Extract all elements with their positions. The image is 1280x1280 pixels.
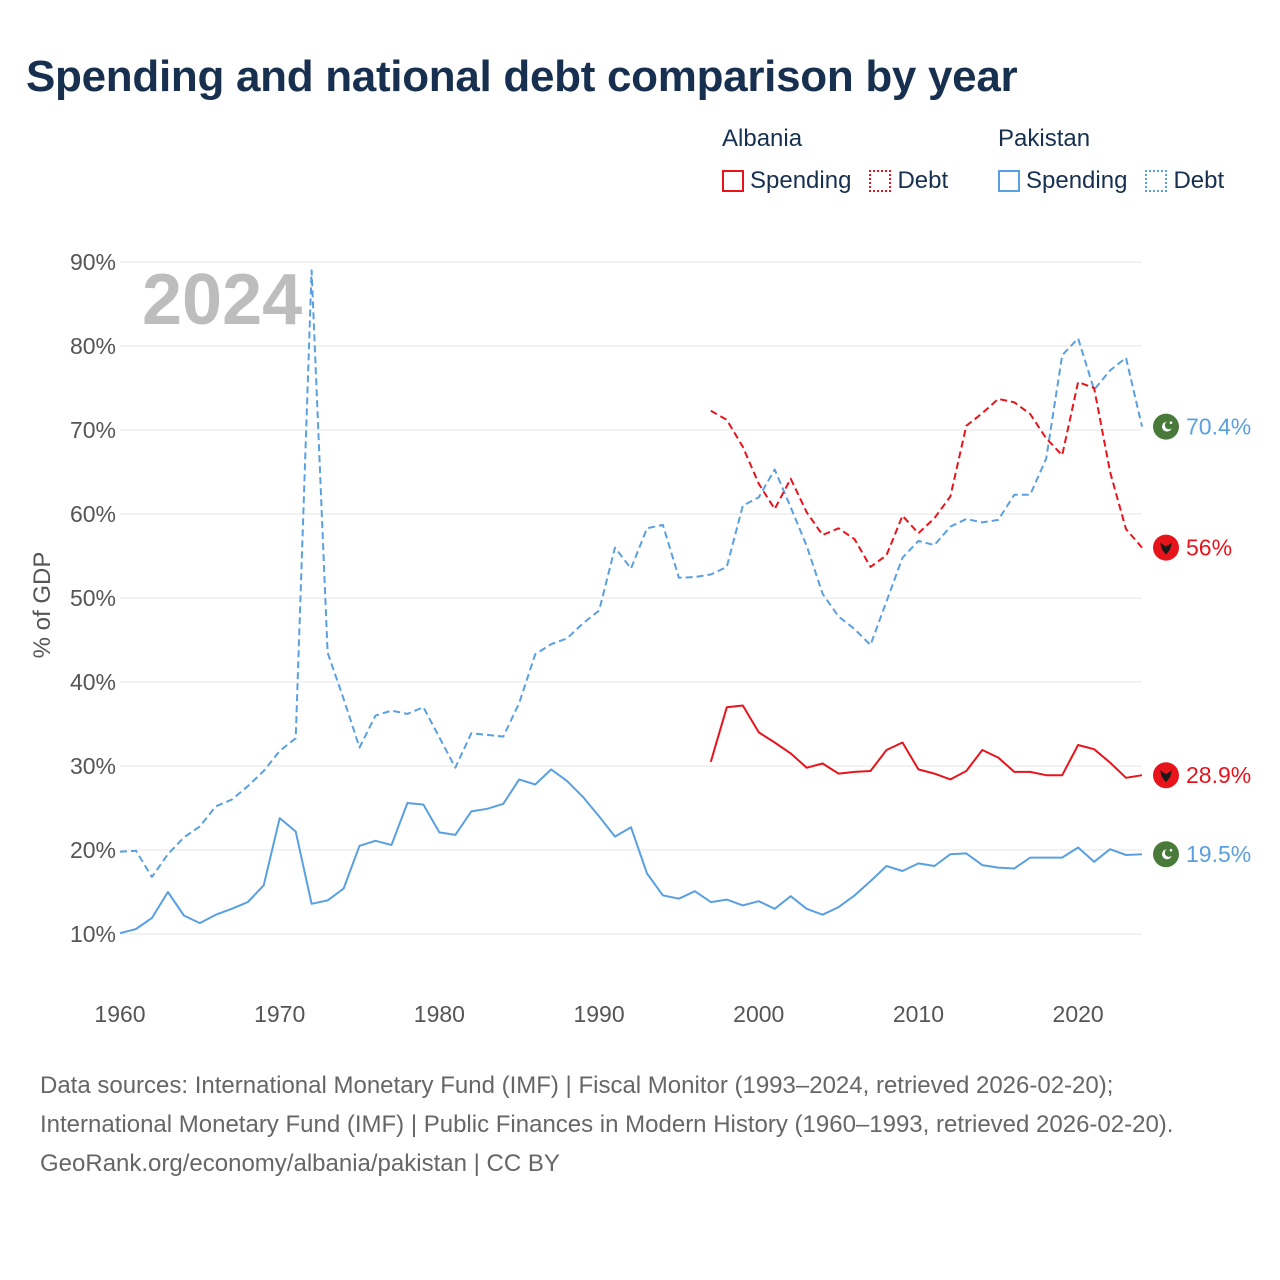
x-axis-ticks: 1960 1970 1980 1990 2000 2010 2020 (94, 1001, 1103, 1027)
dotted-line-swatch (869, 170, 892, 192)
y-axis-label: % of GDP (29, 552, 56, 659)
x-tick-label: 1970 (254, 1001, 305, 1027)
y-tick-label: 80% (70, 333, 116, 359)
x-tick-label: 2010 (893, 1001, 944, 1027)
y-tick-label: 60% (70, 501, 116, 527)
legend-group-albania: Albania Spending Debt (722, 124, 966, 197)
year-label: 2024 (142, 260, 302, 340)
flag-star (1169, 421, 1173, 424)
albania-flag-icon (1153, 762, 1179, 789)
legend-item-label: Spending (750, 167, 852, 194)
albania-flag-icon (1153, 534, 1179, 561)
series-lines (119, 269, 1143, 935)
x-tick-label: 1960 (94, 1001, 145, 1027)
footer: Data sources: International Monetary Fun… (40, 1066, 1240, 1183)
end-markers: 70.4% 19.5% 56% 28.9% (1153, 413, 1251, 868)
credit-link[interactable]: GeoRank.org/economy/albania/pakistan | C… (40, 1150, 560, 1177)
x-tick-label: 2000 (733, 1001, 784, 1027)
albania-spending-line (709, 704, 1143, 781)
y-axis-ticks: 10% 20% 30% 40% 50% 60% 70% 80% 90% (70, 249, 116, 947)
albania-debt-line (710, 381, 1143, 568)
y-tick-label: 40% (70, 669, 116, 695)
pakistan-debt-line (119, 269, 1143, 878)
eagle-shape (1160, 542, 1172, 555)
data-sources: Data sources: International Monetary Fun… (40, 1072, 1174, 1138)
pakistan-spending-line (119, 768, 1143, 935)
pakistan-flag-icon (1153, 841, 1179, 868)
legend-item-label: Spending (1026, 167, 1128, 194)
x-tick-label: 1990 (573, 1001, 624, 1027)
legend-item-label: Debt (1173, 167, 1225, 194)
x-tick-label: 1980 (414, 1001, 465, 1027)
pakistan-flag-icon (1153, 413, 1179, 440)
dotted-line-swatch (1145, 170, 1168, 192)
eagle-shape (1160, 770, 1172, 783)
y-tick-label: 20% (70, 837, 116, 863)
line-chart: 10% 20% 30% 40% 50% 60% 70% 80% 90% 1960 1970 1980… (29, 249, 1251, 1027)
end-value-label: 28.9% (1186, 762, 1251, 788)
legend-albania-spending[interactable]: Spending (722, 167, 851, 195)
x-tick-label: 2020 (1053, 1001, 1104, 1027)
flag-star (1169, 848, 1173, 852)
end-value-label: 56% (1186, 535, 1232, 561)
legend-country-label: Pakistan (998, 125, 1091, 152)
chart-title: Spending and national debt comparison by… (26, 52, 1018, 101)
solid-line-swatch (722, 170, 744, 192)
y-tick-label: 50% (70, 585, 116, 611)
solid-line-swatch (998, 170, 1020, 192)
legend-country-label: Albania (722, 125, 803, 152)
end-value-label: 19.5% (1186, 841, 1251, 867)
gridlines (120, 261, 1142, 935)
legend-albania-debt[interactable]: Debt (869, 167, 948, 195)
legend-item-label: Debt (897, 167, 949, 194)
legend-pakistan-spending[interactable]: Spending (998, 167, 1127, 195)
legend-group-pakistan: Pakistan Spending Debt (998, 124, 1242, 197)
y-tick-label: 90% (70, 249, 116, 275)
y-tick-label: 10% (70, 921, 116, 947)
y-tick-label: 70% (70, 417, 116, 443)
end-value-label: 70.4% (1186, 414, 1251, 440)
y-tick-label: 30% (70, 753, 116, 779)
legend-pakistan-debt[interactable]: Debt (1145, 167, 1224, 195)
